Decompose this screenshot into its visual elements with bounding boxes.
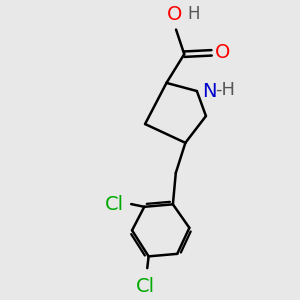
Text: Cl: Cl	[105, 195, 124, 214]
Text: O: O	[215, 43, 230, 62]
Text: H: H	[188, 5, 200, 23]
Text: -H: -H	[215, 82, 235, 100]
Text: Cl: Cl	[136, 277, 155, 296]
Text: O: O	[167, 4, 182, 24]
Text: N: N	[202, 82, 216, 100]
